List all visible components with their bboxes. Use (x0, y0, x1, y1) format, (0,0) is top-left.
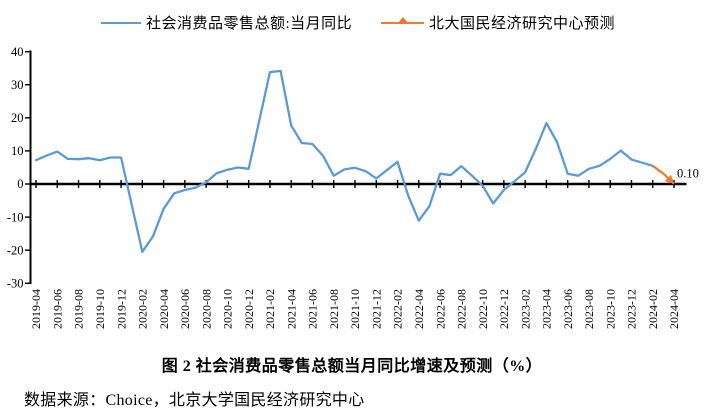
series-forecast-line (652, 164, 675, 185)
x-tick-label: 2019-12 (114, 289, 128, 329)
x-tick-label: 2021-04 (284, 289, 298, 329)
x-tick-label: 2020-12 (242, 289, 256, 329)
y-tick-label: -20 (7, 243, 24, 257)
x-tick-label: 2021-06 (306, 289, 320, 329)
x-tick-label: 2020-04 (157, 289, 171, 329)
y-tick-label: 30 (11, 78, 24, 92)
x-tick-label: 2020-06 (178, 289, 192, 329)
x-tick-label: 2023-12 (625, 289, 639, 329)
y-tick-label: 20 (11, 111, 24, 125)
y-tick-label: 0 (17, 177, 23, 191)
x-tick-label: 2022-06 (433, 289, 447, 329)
y-tick-label: -10 (7, 210, 24, 224)
x-tick-label: 2024-02 (646, 289, 660, 329)
x-tick-label: 2021-12 (369, 289, 383, 329)
legend-label-forecast: 北大国民经济研究中心预测 (429, 15, 616, 32)
x-tick-label: 2019-04 (29, 289, 43, 329)
x-tick-label: 2023-10 (603, 289, 617, 329)
x-tick-label: 2023-02 (518, 289, 532, 329)
legend-item-forecast: 北大国民经济研究中心预测 (381, 12, 615, 32)
x-tick-label: 2023-04 (540, 289, 554, 329)
x-tick-label: 2020-08 (199, 289, 213, 329)
x-tick-label: 2021-02 (263, 289, 277, 329)
y-tick-label: 40 (11, 45, 24, 59)
x-tick-label: 2023-08 (582, 289, 596, 329)
x-tick-label: 2024-04 (667, 289, 681, 329)
x-tick-label: 2019-06 (50, 289, 64, 329)
figure-caption: 图 2 社会消费品零售总额当月同比增速及预测（%） (161, 358, 543, 375)
x-tick-label: 2021-10 (348, 289, 362, 329)
x-tick-label: 2022-04 (412, 289, 426, 329)
legend-label-actual: 社会消费品零售总额:当月同比 (146, 15, 353, 32)
x-tick-label: 2021-08 (327, 289, 341, 329)
legend: 社会消费品零售总额:当月同比 北大国民经济研究中心预测 (0, 0, 704, 34)
x-tick-label: 2019-10 (93, 289, 107, 329)
data-source: 数据来源：Choice，北京大学国民经济研究中心 (24, 392, 365, 409)
x-tick-label: 2022-10 (476, 289, 490, 329)
x-tick-label: 2019-08 (72, 289, 86, 329)
x-tick-label: 2023-06 (561, 289, 575, 329)
x-tick-label: 2022-12 (497, 289, 511, 329)
x-tick-label: 2022-08 (455, 289, 469, 329)
y-tick-label: -30 (7, 276, 24, 290)
y-tick-label: 10 (11, 144, 24, 158)
legend-item-actual: 社会消费品零售总额:当月同比 (101, 12, 352, 32)
forecast-value-label: 0.10 (677, 167, 699, 181)
x-tick-label: 2020-10 (221, 289, 235, 329)
x-tick-label: 2022-02 (391, 289, 405, 329)
series-actual-line (34, 69, 654, 253)
x-tick-label: 2020-02 (136, 289, 150, 329)
